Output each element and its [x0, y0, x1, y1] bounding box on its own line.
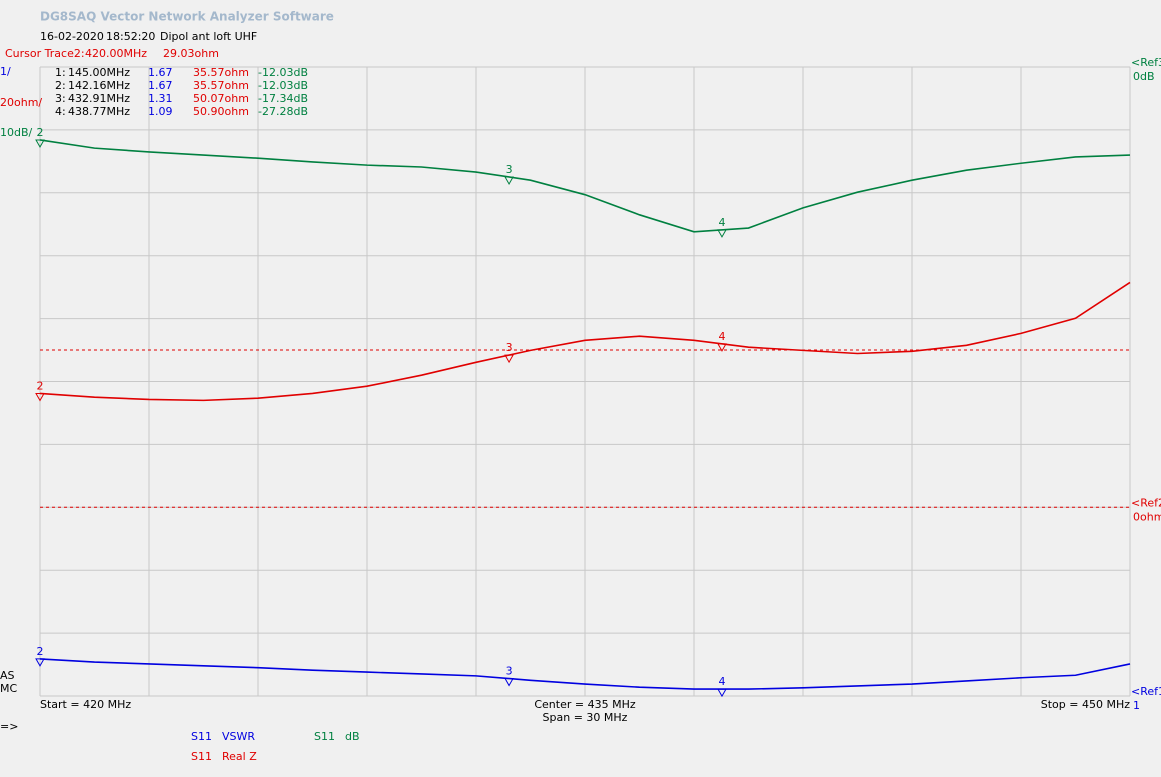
marker — [35, 139, 45, 148]
mc-label: MC — [0, 682, 17, 695]
marker-label: 2 — [37, 645, 44, 658]
marker — [504, 678, 514, 687]
marker-label: 4 — [718, 330, 725, 343]
marker-label: 2 — [37, 379, 44, 392]
ref-label: <Ref3 — [1131, 56, 1161, 69]
cursor-cell: -12.03dB — [258, 66, 308, 79]
as-label: AS — [0, 669, 15, 682]
marker — [35, 392, 45, 402]
stop-label: Stop = 450 MHz — [1041, 698, 1130, 711]
cursor-cell: 35.57ohm — [193, 79, 249, 92]
cursor-cell: 142.16MHz — [68, 79, 130, 92]
cursor-value: 29.03ohm — [163, 47, 219, 60]
marker — [504, 354, 514, 364]
date: 16-02-2020 — [40, 30, 104, 43]
legend-trace: S11 — [191, 730, 212, 743]
marker — [717, 688, 727, 698]
cursor-cell: 50.07ohm — [193, 92, 249, 105]
ref-label: <Ref2 — [1131, 496, 1161, 509]
arrow-label: => — [0, 720, 18, 733]
center-label: Center = 435 MHz — [534, 698, 635, 711]
cursor-cell: -12.03dB — [258, 79, 308, 92]
cursor-cell: 1: — [55, 66, 66, 79]
legend-trace: S11 — [191, 750, 212, 763]
cursor-cell: -27.28dB — [258, 105, 308, 118]
cursor-cell: 35.57ohm — [193, 66, 249, 79]
legend-trace: S11 — [314, 730, 335, 743]
marker-label: 3 — [506, 341, 513, 354]
scale-label: 1/ — [0, 65, 11, 78]
legend-name: Real Z — [222, 750, 257, 763]
time: 18:52:20 — [106, 30, 155, 43]
marker-label: 4 — [718, 216, 725, 229]
legend-name: VSWR — [222, 730, 255, 743]
cursor-freq: 420.00MHz — [85, 47, 147, 60]
cursor-cell: 1.67 — [148, 66, 173, 79]
cursor-cell: 1.31 — [148, 92, 173, 105]
cursor-cell: 3: — [55, 92, 66, 105]
cursor-cell: 1.09 — [148, 105, 173, 118]
note: Dipol ant loft UHF — [160, 30, 257, 43]
marker-label: 4 — [718, 675, 725, 688]
marker-label: 2 — [37, 126, 44, 139]
ref-value: 0dB — [1133, 70, 1155, 83]
cursor-cell: 50.90ohm — [193, 105, 249, 118]
scale-label: 20ohm/ — [0, 96, 42, 109]
legend-name: dB — [345, 730, 360, 743]
cursor-cell: -17.34dB — [258, 92, 308, 105]
cursor-cell: 145.00MHz — [68, 66, 130, 79]
start-label: Start = 420 MHz — [40, 698, 131, 711]
marker-label: 3 — [506, 665, 513, 678]
ref-value: 0ohm — [1133, 510, 1161, 523]
marker-label: 3 — [506, 163, 513, 176]
span-label: Span = 30 MHz — [543, 711, 628, 724]
cursor-cell: 4: — [55, 105, 66, 118]
cursor-cell: 432.91MHz — [68, 92, 130, 105]
marker — [504, 176, 514, 186]
cursor-label: Cursor Trace2: — [5, 47, 85, 60]
cursor-cell: 438.77MHz — [68, 105, 130, 118]
trace-line — [39, 658, 1131, 690]
scale-label: 10dB/ — [0, 126, 33, 139]
trace-line — [39, 281, 1131, 402]
trace-line — [39, 139, 1131, 233]
cursor-cell: 1.67 — [148, 79, 173, 92]
marker — [717, 229, 727, 238]
app-title: DG8SAQ Vector Network Analyzer Software — [40, 10, 334, 24]
marker — [35, 658, 45, 667]
marker — [717, 343, 727, 352]
ref-value: 1 — [1133, 699, 1140, 712]
cursor-cell: 2: — [55, 79, 66, 92]
